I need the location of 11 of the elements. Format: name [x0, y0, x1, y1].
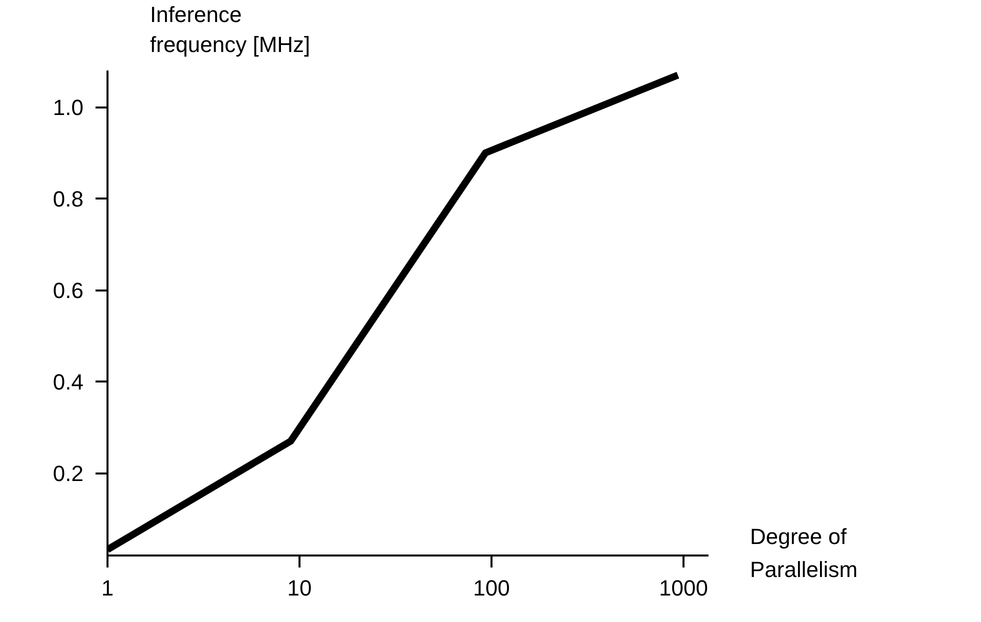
y-tick-label: 0.8: [52, 186, 84, 212]
x-axis-title: Degree of Parallelism: [750, 523, 858, 584]
x-tick-label: 10: [287, 576, 312, 600]
x-tick-label: 1: [101, 576, 114, 600]
y-tick-label: 0.4: [52, 370, 84, 395]
x-tick-label: 100: [473, 576, 510, 600]
y-tick-label: 0.6: [52, 278, 84, 304]
y-tick-label: 0.2: [52, 461, 84, 486]
x-tick-label: 1000: [659, 576, 708, 600]
y-axis-title: Inference frequency [MHz]: [150, 1, 310, 59]
y-tick-label: 1.0: [52, 95, 84, 120]
